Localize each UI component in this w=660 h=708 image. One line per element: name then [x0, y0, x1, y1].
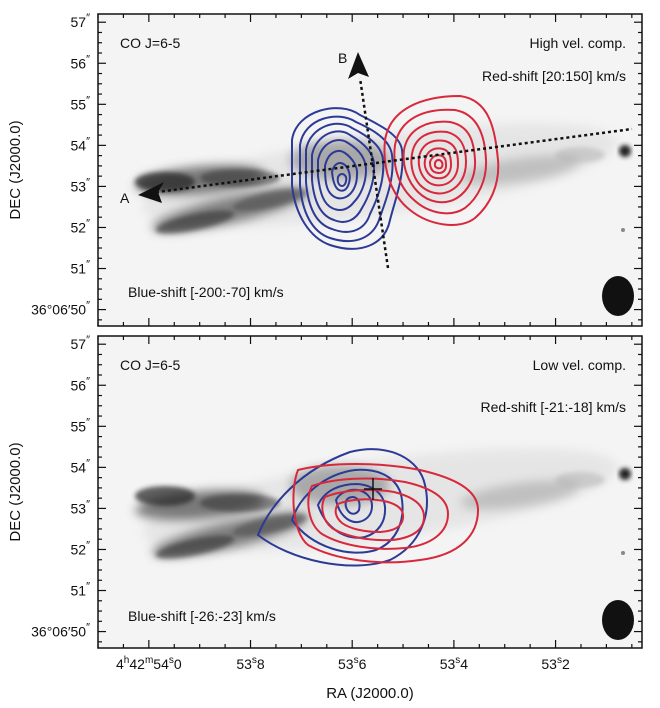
panel-label-bottom: CO J=6-5 [120, 357, 181, 373]
greyscale-image-top [98, 14, 642, 326]
y-tick-label: 55″ [71, 416, 91, 434]
beam-ellipse-bottom [602, 600, 634, 640]
y-tick-label: 57″ [71, 12, 91, 30]
y-axis-title-top: DEC (J2000.0) [7, 120, 24, 219]
x-tick-label: 53s4 [440, 655, 469, 672]
blue-contours-bottom [256, 448, 428, 567]
component-label-bottom: Low vel. comp. [533, 357, 626, 373]
blue-label-top: Blue-shift [-200:-70] km/s [128, 284, 284, 300]
x-tick-label: 53s8 [236, 655, 265, 672]
blue-label-bottom: Blue-shift [-26:-23] km/s [128, 608, 276, 624]
x-tick-label: 53s2 [541, 655, 570, 672]
panel-top: CO J=6-5 High vel. comp. Red-shift [20:1… [97, 13, 643, 327]
component-label-top: High vel. comp. [530, 35, 626, 51]
greyscale-image-bottom [98, 336, 642, 648]
panel-frame-top [97, 13, 643, 327]
y-tick-label: 55″ [71, 94, 91, 112]
panel-bottom: CO J=6-5 Low vel. comp. Red-shift [-21:-… [97, 335, 643, 649]
cross-marker [364, 478, 382, 500]
y-tick-label: 56″ [71, 53, 91, 71]
cut-label-b: B [338, 50, 347, 66]
red-contours-top [383, 94, 500, 226]
y-tick-label: 36°06′50″ [31, 622, 90, 640]
y-tick-label: 51″ [71, 259, 91, 277]
y-tick-label: 52″ [71, 539, 91, 557]
red-contours-bottom [292, 463, 480, 564]
x-axis-title: RA (J2000.0) [326, 685, 414, 702]
panel-label-top: CO J=6-5 [120, 35, 181, 51]
beam-ellipse-top [602, 276, 634, 316]
y-tick-label: 51″ [71, 581, 91, 599]
cut-lines [138, 52, 633, 269]
axes-ticks: 57″ 56″ 55″ 54″ 53″ 52″ 51″ 36°06′50″ 57″ 56″ 55″ 5… [31, 12, 642, 672]
y-tick-label: 52″ [71, 217, 91, 235]
arrowhead-b [348, 52, 369, 79]
red-label-bottom: Red-shift [-21:-18] km/s [481, 399, 627, 415]
y-tick-label: 57″ [71, 334, 91, 352]
y-tick-label: 54″ [71, 135, 91, 153]
blue-contours-top [291, 107, 404, 250]
y-tick-label: 56″ [71, 375, 91, 393]
panel-frame-bottom [97, 335, 643, 649]
red-label-top: Red-shift [20:150] km/s [482, 68, 626, 84]
arrowhead-a [138, 182, 164, 203]
y-tick-label: 53″ [71, 498, 91, 516]
y-axis-title-bottom: DEC (J2000.0) [7, 442, 24, 541]
y-tick-label: 36°06′50″ [31, 300, 90, 318]
x-tick-label: 53s6 [338, 655, 367, 672]
cut-label-a: A [120, 190, 130, 206]
y-tick-label: 54″ [71, 457, 91, 475]
y-tick-label: 53″ [71, 176, 91, 194]
x-tick-label: 4h42m54s0 [116, 655, 182, 672]
